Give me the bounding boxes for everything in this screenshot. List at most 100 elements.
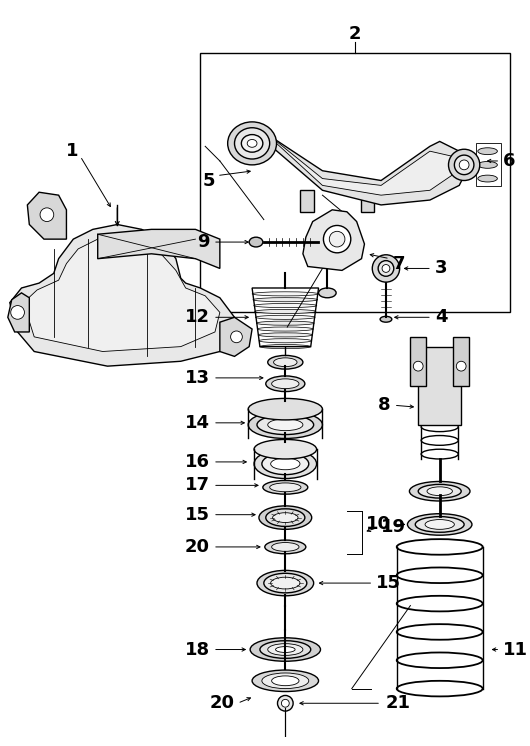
Ellipse shape: [255, 310, 316, 313]
Polygon shape: [273, 139, 469, 205]
Circle shape: [11, 306, 24, 319]
Ellipse shape: [268, 419, 303, 430]
Ellipse shape: [252, 670, 319, 692]
Circle shape: [231, 331, 242, 342]
Circle shape: [454, 155, 474, 175]
Ellipse shape: [478, 148, 497, 154]
Circle shape: [456, 361, 466, 371]
Ellipse shape: [272, 513, 298, 522]
Text: 15: 15: [376, 574, 401, 592]
Ellipse shape: [268, 644, 303, 656]
Ellipse shape: [257, 321, 314, 325]
Circle shape: [413, 361, 423, 371]
Text: 20: 20: [209, 695, 234, 712]
Text: 14: 14: [185, 414, 210, 432]
Circle shape: [281, 699, 289, 707]
Ellipse shape: [273, 358, 297, 366]
Text: 16: 16: [185, 453, 210, 471]
Text: 1: 1: [66, 142, 78, 160]
Ellipse shape: [249, 237, 263, 247]
Text: 18: 18: [185, 641, 210, 659]
Ellipse shape: [254, 304, 317, 307]
Circle shape: [329, 231, 345, 247]
Ellipse shape: [268, 355, 303, 369]
Ellipse shape: [262, 453, 309, 474]
Ellipse shape: [271, 577, 300, 589]
Ellipse shape: [241, 134, 263, 152]
Circle shape: [372, 255, 400, 282]
Ellipse shape: [264, 574, 307, 593]
Ellipse shape: [266, 509, 305, 527]
Ellipse shape: [418, 484, 461, 498]
Bar: [453, 337, 469, 386]
Ellipse shape: [478, 175, 497, 182]
Ellipse shape: [271, 458, 300, 470]
Ellipse shape: [262, 673, 309, 689]
Polygon shape: [277, 142, 452, 195]
Ellipse shape: [247, 140, 257, 147]
Ellipse shape: [257, 571, 314, 596]
Ellipse shape: [266, 376, 305, 392]
Ellipse shape: [427, 487, 453, 495]
Ellipse shape: [276, 647, 295, 653]
Text: 3: 3: [435, 260, 447, 278]
Text: 2: 2: [348, 25, 361, 43]
Polygon shape: [303, 210, 365, 270]
Text: 21: 21: [386, 695, 411, 712]
Polygon shape: [28, 192, 66, 239]
Ellipse shape: [260, 345, 311, 348]
Ellipse shape: [259, 506, 312, 530]
Text: 11: 11: [503, 641, 528, 659]
Ellipse shape: [257, 415, 314, 435]
Circle shape: [323, 225, 351, 253]
Bar: [360, 190, 374, 212]
Ellipse shape: [252, 292, 319, 296]
Polygon shape: [10, 225, 234, 366]
Polygon shape: [8, 293, 29, 332]
Text: 5: 5: [202, 172, 215, 189]
Polygon shape: [98, 229, 220, 269]
Text: 19: 19: [381, 518, 406, 536]
Bar: [300, 190, 314, 212]
Text: 7: 7: [393, 254, 405, 272]
Bar: [418, 347, 461, 424]
Text: 9: 9: [198, 233, 210, 251]
Ellipse shape: [380, 316, 392, 322]
Ellipse shape: [258, 333, 313, 337]
Text: 10: 10: [366, 515, 391, 533]
Text: 17: 17: [185, 477, 210, 495]
Ellipse shape: [254, 439, 316, 459]
Text: 20: 20: [185, 538, 210, 556]
Ellipse shape: [228, 122, 277, 165]
Ellipse shape: [263, 480, 308, 494]
Ellipse shape: [272, 379, 299, 389]
Ellipse shape: [234, 128, 270, 159]
Circle shape: [40, 208, 54, 222]
Ellipse shape: [254, 449, 316, 478]
Ellipse shape: [319, 288, 336, 298]
Circle shape: [448, 149, 480, 181]
Ellipse shape: [270, 483, 301, 492]
Circle shape: [378, 260, 394, 276]
Ellipse shape: [257, 327, 313, 331]
Ellipse shape: [248, 398, 322, 420]
Circle shape: [278, 695, 293, 711]
Text: 4: 4: [435, 308, 447, 326]
Ellipse shape: [259, 339, 312, 343]
Ellipse shape: [265, 540, 306, 554]
Text: 13: 13: [185, 369, 210, 387]
Ellipse shape: [253, 298, 317, 302]
Text: 15: 15: [185, 506, 210, 524]
Bar: [200, 54, 510, 313]
Ellipse shape: [272, 676, 299, 686]
Ellipse shape: [250, 638, 321, 661]
Text: 12: 12: [185, 308, 210, 326]
Circle shape: [460, 160, 469, 170]
Ellipse shape: [272, 542, 299, 551]
Ellipse shape: [425, 519, 454, 530]
Polygon shape: [220, 317, 252, 357]
Ellipse shape: [409, 481, 470, 501]
Text: 8: 8: [378, 396, 391, 414]
Ellipse shape: [478, 161, 497, 169]
Circle shape: [382, 265, 390, 272]
